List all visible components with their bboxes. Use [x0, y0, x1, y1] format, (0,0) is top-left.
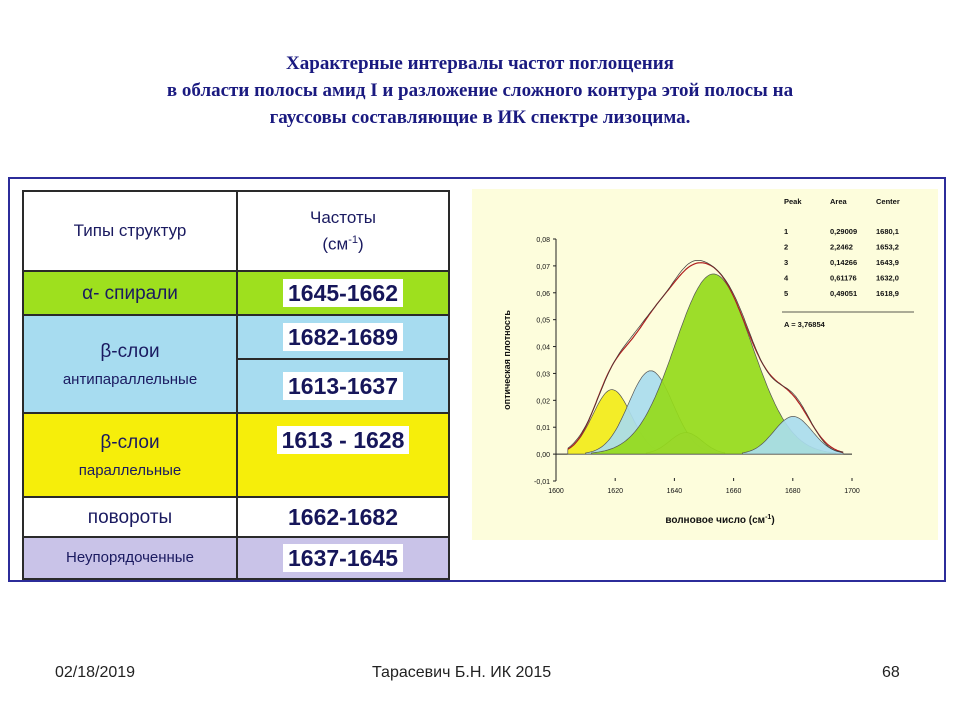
- peak-table-cell: 1618,9: [876, 289, 899, 298]
- footer-page-number: 68: [882, 664, 900, 681]
- row-label-parallel-beta: β-слои параллельные: [22, 412, 238, 498]
- title-line-1: Характерные интервалы частот поглощения: [286, 53, 674, 74]
- peak-table-cell: 1680,1: [876, 227, 899, 236]
- peak-table-total-area: A = 3,76854: [784, 320, 826, 329]
- table-row-antiparallel-beta: β-слои антипараллельные 1682-1689: [22, 314, 450, 414]
- x-tick-label: 1600: [548, 488, 564, 495]
- title-line-3: гауссовы составляющие в ИК спектре лизоц…: [269, 107, 691, 128]
- x-tick-label: 1640: [667, 488, 683, 495]
- peak-table-cell: 2: [784, 243, 788, 252]
- experimental-spectrum-curve: [567, 259, 844, 453]
- peak-table-header: Peak: [784, 197, 802, 206]
- peak-table-header: Center: [876, 197, 900, 206]
- row-label-antiparallel-beta: β-слои антипараллельные: [22, 314, 238, 414]
- peak-table-cell: 0,14266: [830, 258, 857, 267]
- title-line-2: в области полосы амид I и разложение сло…: [166, 80, 794, 101]
- row-label-alpha-helix: α- спирали: [22, 270, 238, 316]
- table-row-turns: повороты 1662-1682: [22, 496, 450, 538]
- table-row-parallel-beta: β-слои параллельные 1613 - 1628: [22, 412, 450, 498]
- peak-table-cell: 0,29009: [830, 227, 857, 236]
- y-tick-label: -0,01: [534, 479, 550, 486]
- table-row-alpha-helix: α- спирали 1645-1662: [22, 270, 450, 316]
- footer-date: 02/18/2019: [55, 664, 136, 681]
- peak-table-cell: 1653,2: [876, 243, 899, 252]
- x-tick-label: 1680: [785, 488, 801, 495]
- x-axis-label: волновое число (см-1): [665, 514, 774, 526]
- slide-title: Характерные интервалы частот поглощения …: [60, 50, 900, 131]
- row-freq-alpha-helix: 1645-1662: [236, 270, 450, 316]
- header-frequencies: Частоты (см-1): [236, 190, 450, 272]
- structure-frequency-table: Типы структур Частоты (см-1) α- спирали …: [22, 190, 450, 580]
- peak-table-cell: 5: [784, 289, 788, 298]
- ir-spectrum-chart: -0,01 0,00 0,01 0,02 0,03 0,04 0,05 0,06 0,07 0,0…: [472, 189, 938, 540]
- peak-table-cell: 1: [784, 227, 788, 236]
- y-tick-label: 0,01: [536, 425, 550, 432]
- row-freq-antiparallel-beta-2: 1613-1637: [236, 358, 450, 414]
- table-header-row: Типы структур Частоты (см-1): [22, 190, 450, 272]
- peak-table-cell: 0,49051: [830, 289, 857, 298]
- row-label-disordered: Неупорядоченные: [22, 536, 238, 580]
- table-row-antiparallel-beta-2: 1613-1637: [23, 358, 450, 414]
- peak-table-cell: 2,2462: [830, 243, 853, 252]
- peak-table-header: Area: [830, 197, 848, 206]
- peak-table-cell: 1643,9: [876, 258, 899, 267]
- peak-table-cell: 0,61176: [830, 274, 857, 283]
- header-structure-types: Типы структур: [22, 190, 238, 272]
- x-tick-label: 1700: [844, 488, 860, 495]
- header-frequencies-unit: (см-1): [322, 233, 364, 254]
- footer-author: Тарасевич Б.Н. ИК 2015: [372, 664, 552, 681]
- y-tick-label: 0,08: [536, 237, 550, 244]
- x-tick-label: 1620: [607, 488, 623, 495]
- y-tick-label: 0,04: [536, 345, 550, 352]
- y-tick-label: 0,00: [536, 452, 550, 459]
- y-tick-label: 0,03: [536, 371, 550, 378]
- row-freq-disordered: 1637-1645: [236, 536, 450, 580]
- peak-table-cell: 3: [784, 258, 788, 267]
- row-label-turns: повороты: [22, 496, 238, 538]
- table-row-disordered: Неупорядоченные 1637-1645: [22, 536, 450, 580]
- y-axis-label: оптическая плотность: [502, 310, 512, 410]
- peak-table-cell: 1632,0: [876, 274, 899, 283]
- row-freq-antiparallel-beta-1: 1682-1689: [236, 314, 450, 360]
- y-tick-label: 0,02: [536, 398, 550, 405]
- peak-table-cell: 4: [784, 274, 789, 283]
- y-tick-label: 0,06: [536, 291, 550, 298]
- row-freq-turns: 1662-1682: [236, 496, 450, 538]
- y-tick-label: 0,07: [536, 264, 550, 271]
- x-tick-label: 1660: [726, 488, 742, 495]
- row-freq-parallel-beta: 1613 - 1628: [236, 412, 450, 498]
- header-frequencies-title: Частоты: [310, 207, 376, 227]
- y-tick-label: 0,05: [536, 318, 550, 325]
